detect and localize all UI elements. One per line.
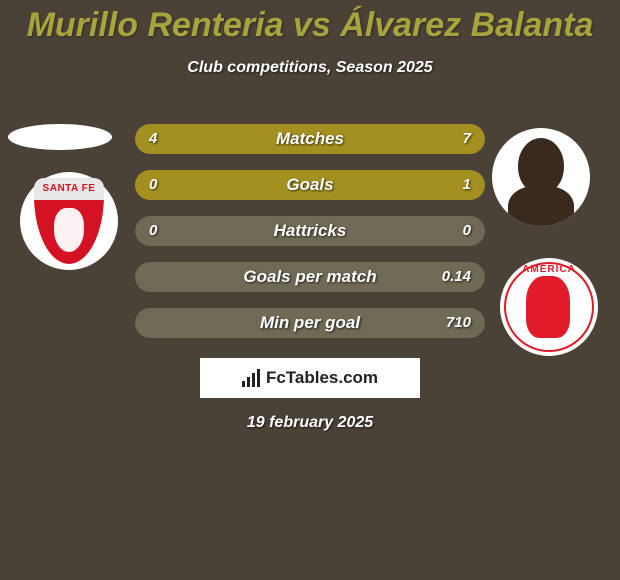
stats-panel: Matches47Goals01Hattricks00Goals per mat… xyxy=(135,124,485,354)
stat-label: Matches xyxy=(135,124,485,154)
stat-row: Hattricks0 0 xyxy=(135,216,485,246)
stat-value-left: 0 xyxy=(135,216,171,246)
stat-label: Hattricks xyxy=(135,216,485,246)
club1-badge: SANTA FE xyxy=(20,172,118,270)
stat-value-right: 7 xyxy=(449,124,485,154)
stat-label: Goals xyxy=(135,170,485,200)
bars-icon xyxy=(242,369,260,387)
stat-row: Goals per match0.14 xyxy=(135,262,485,292)
stat-value-right: 710 xyxy=(432,308,485,338)
comparison-card: Murillo Renteria vs Álvarez Balanta Club… xyxy=(0,0,620,580)
stat-row: Matches4 7 xyxy=(135,124,485,154)
branding-badge: FcTables.com xyxy=(200,358,420,398)
stat-value-right: 1 xyxy=(449,170,485,200)
club2-badge xyxy=(500,258,598,356)
stat-value-left: 4 xyxy=(135,124,171,154)
stat-value-right: 0.14 xyxy=(428,262,485,292)
player1-avatar xyxy=(8,124,112,150)
date-label: 19 february 2025 xyxy=(0,414,620,432)
stat-row: Min per goal710 xyxy=(135,308,485,338)
stat-value-left: 0 xyxy=(135,170,171,200)
club1-name: SANTA FE xyxy=(34,178,104,200)
player2-avatar xyxy=(492,128,590,226)
subtitle: Club competitions, Season 2025 xyxy=(0,59,620,77)
branding-text: FcTables.com xyxy=(266,368,378,388)
page-title: Murillo Renteria vs Álvarez Balanta xyxy=(0,0,620,45)
stat-row: Goals0 1 xyxy=(135,170,485,200)
stat-value-right: 0 xyxy=(449,216,485,246)
